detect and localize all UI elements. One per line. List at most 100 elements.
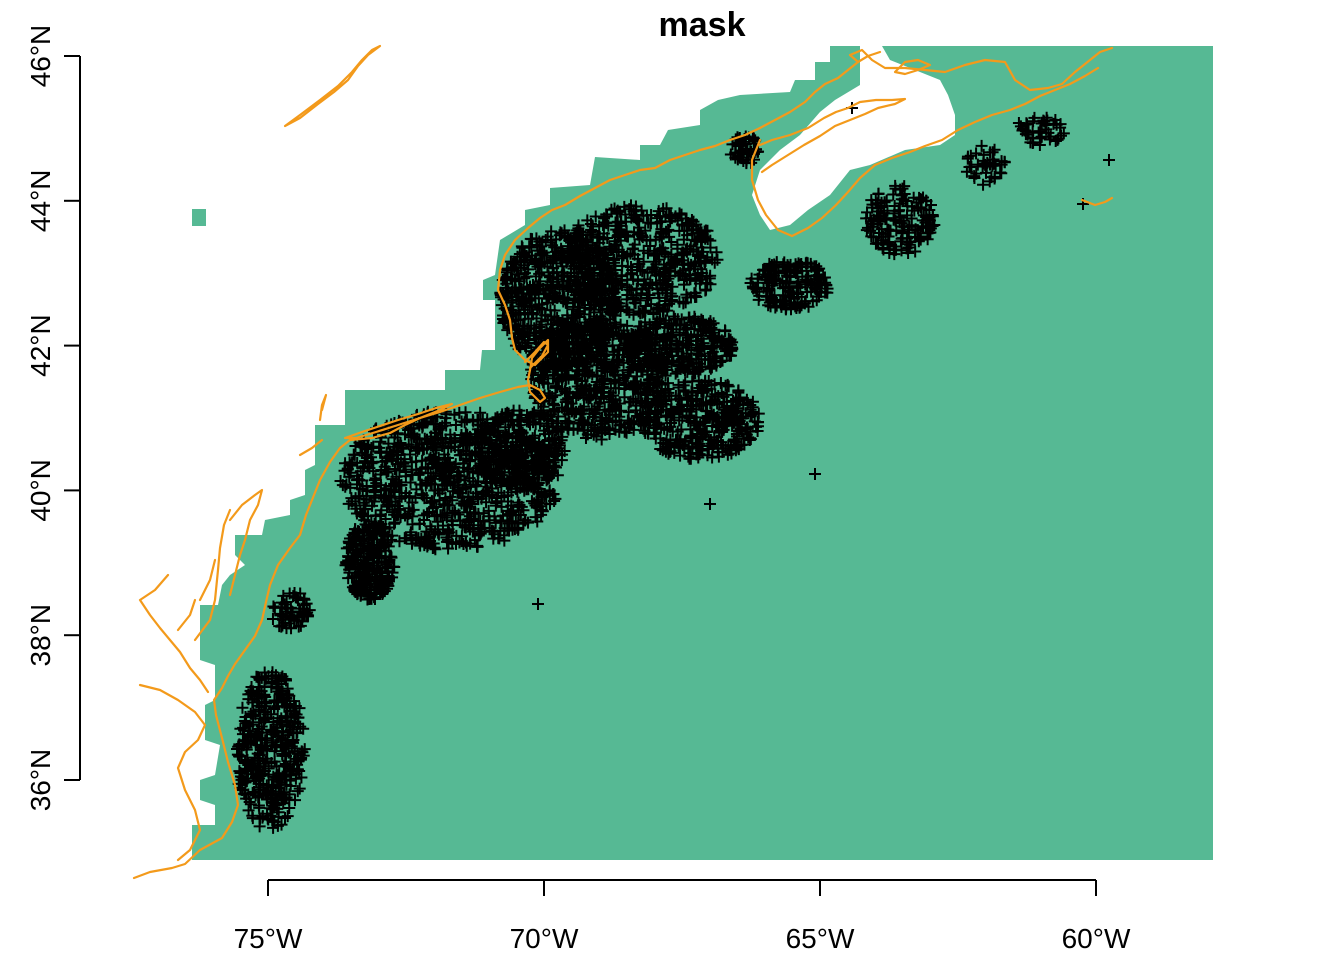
plus-marker (455, 448, 468, 461)
plus-marker (485, 488, 498, 501)
plus-marker (393, 535, 406, 548)
plus-marker (357, 462, 370, 475)
plus-marker (525, 495, 538, 508)
plus-marker (551, 311, 564, 324)
plus-marker (529, 292, 542, 305)
plus-marker (446, 537, 459, 550)
plus-marker (546, 239, 559, 252)
plus-marker (438, 479, 451, 492)
survey-points (231, 102, 1115, 834)
plus-marker (482, 510, 495, 523)
plus-marker (447, 475, 460, 488)
plus-marker (440, 460, 453, 473)
plus-marker (407, 422, 420, 435)
plus-marker (508, 255, 521, 268)
plus-marker (463, 497, 476, 510)
plus-marker (463, 510, 476, 523)
plus-marker (440, 531, 453, 544)
plus-marker (556, 260, 569, 273)
plus-marker (347, 448, 360, 461)
plus-marker (430, 461, 443, 474)
plus-marker (426, 502, 439, 515)
plus-marker (498, 315, 511, 328)
plus-marker (405, 440, 418, 453)
plus-marker (369, 472, 382, 485)
plus-marker (512, 333, 525, 346)
mask-isolated-cell (192, 209, 206, 226)
plus-marker (375, 504, 388, 517)
plus-marker (550, 290, 563, 303)
plus-marker (368, 495, 381, 508)
y-tick-label: 44°N (25, 170, 56, 233)
plus-marker (421, 540, 434, 553)
plus-marker (448, 432, 461, 445)
plus-marker (423, 532, 436, 545)
plus-marker (521, 307, 534, 320)
plus-marker (503, 321, 516, 334)
y-tick-label: 40°N (25, 459, 56, 522)
plus-marker (528, 254, 541, 267)
plus-marker (412, 468, 425, 481)
plus-marker (436, 440, 449, 453)
plus-marker (442, 462, 455, 475)
plus-marker (427, 418, 440, 431)
plus-marker (400, 486, 413, 499)
plus-marker (382, 437, 395, 450)
plus-marker (561, 309, 574, 322)
plus-marker (424, 477, 437, 490)
plus-marker (569, 277, 582, 290)
plus-marker (507, 307, 520, 320)
plus-marker (469, 507, 482, 520)
plus-marker (504, 505, 517, 518)
plus-marker (541, 296, 554, 309)
plus-marker (533, 321, 546, 334)
plus-marker (547, 253, 560, 266)
plus-marker (405, 463, 418, 476)
plus-marker (519, 250, 532, 263)
plus-marker (428, 541, 441, 554)
plus-marker (509, 274, 522, 287)
plus-marker (440, 419, 453, 432)
x-tick-label: 70°W (510, 923, 579, 954)
mask-block-cape-breton (1040, 50, 1095, 90)
plus-marker (388, 516, 401, 529)
plus-marker (454, 514, 467, 527)
plus-marker (365, 441, 378, 454)
plus-marker (367, 456, 380, 469)
plus-marker (458, 495, 471, 508)
plus-marker (544, 236, 557, 249)
plus-marker (434, 422, 447, 435)
plus-marker (428, 438, 441, 451)
plus-marker (531, 260, 544, 273)
plus-marker (409, 455, 422, 468)
plus-marker (355, 438, 368, 451)
y-tick-label: 36°N (25, 749, 56, 812)
plus-marker (444, 490, 457, 503)
plus-marker (514, 327, 527, 340)
plus-marker (393, 492, 406, 505)
plus-marker (442, 442, 455, 455)
plus-marker (450, 529, 463, 542)
x-axis: 75°W 70°W 65°W 60°W (234, 879, 1131, 954)
plus-marker (403, 448, 416, 461)
plus-marker (383, 450, 396, 463)
plus-marker (360, 480, 373, 493)
plus-marker (359, 502, 372, 515)
plus-marker (419, 461, 432, 474)
plus-marker (544, 318, 557, 331)
plus-marker (451, 485, 464, 498)
plus-marker (467, 490, 480, 503)
plus-marker (428, 510, 441, 523)
plus-marker (384, 480, 397, 493)
plus-marker (531, 283, 544, 296)
plus-marker (346, 495, 359, 508)
plus-marker (472, 493, 485, 506)
plus-marker (518, 248, 531, 261)
plus-marker (554, 226, 567, 239)
x-tick-label: 65°W (786, 923, 855, 954)
plus-marker (480, 496, 493, 509)
plus-marker (415, 417, 428, 430)
plus-marker (343, 470, 356, 483)
plus-marker (473, 527, 486, 540)
plus-marker (489, 499, 502, 512)
